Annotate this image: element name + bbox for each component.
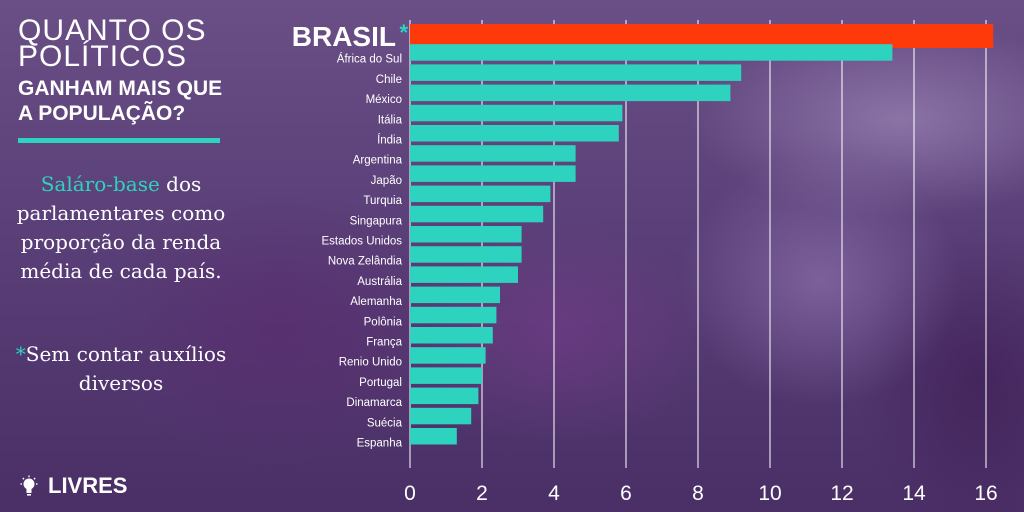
- bar-14: [410, 306, 497, 324]
- description-text: dos parlamentares como proporção da rend…: [16, 172, 226, 283]
- bar-10: [410, 226, 522, 243]
- x-tick-6: 6: [620, 482, 632, 505]
- bar-16: [410, 347, 486, 364]
- category-label-3: México: [366, 94, 402, 106]
- category-label-14: Polônia: [364, 316, 403, 328]
- logo-text: LIVRES: [48, 473, 128, 498]
- description-highlight: Saláro-base: [40, 172, 160, 196]
- x-tick-12: 12: [830, 482, 853, 505]
- category-label-10: Estados Unidos: [321, 236, 402, 248]
- bar-5: [410, 125, 619, 142]
- x-tick-16: 16: [974, 482, 997, 505]
- bar-19: [410, 407, 472, 425]
- category-label-8: Turquia: [363, 195, 402, 207]
- category-label-12: Austrália: [357, 276, 402, 288]
- x-tick-0: 0: [404, 482, 416, 505]
- category-label-15: França: [366, 337, 402, 349]
- x-tick-10: 10: [758, 482, 781, 505]
- left-panel: QUANTO OS POLÍTICOS GANHAM MAIS QUE A PO…: [0, 0, 240, 512]
- category-label-19: Suécia: [367, 417, 403, 429]
- headline-line-4: A POPULAÇÃO?: [18, 102, 186, 125]
- category-label-1: África do Sul: [337, 53, 402, 66]
- x-tick-14: 14: [902, 482, 926, 505]
- category-label-17: Portugal: [359, 377, 402, 389]
- bar-7: [410, 165, 576, 182]
- highlight-asterisk: *: [399, 20, 408, 45]
- headline-line-2: POLÍTICOS: [18, 40, 188, 73]
- category-label-brasil: BRASIL: [292, 21, 396, 52]
- chart-description: Saláro-base dos parlamentares como propo…: [14, 170, 228, 286]
- bar-13: [410, 286, 500, 304]
- category-label-9: Singapura: [350, 215, 403, 227]
- category-label-20: Espanha: [357, 438, 403, 450]
- bar-2: [410, 64, 742, 81]
- bar-18: [410, 387, 479, 405]
- footnote-text: Sem contar auxílios diversos: [25, 342, 227, 395]
- headline-line-1: QUANTO OS: [18, 14, 207, 47]
- bar-20: [410, 428, 457, 445]
- category-label-16: Renio Unido: [339, 357, 402, 369]
- category-label-11: Nova Zelândia: [328, 256, 403, 268]
- category-label-4: Itália: [378, 114, 403, 126]
- lightbulb-icon: [20, 475, 38, 496]
- footnote: *Sem contar auxílios diversos: [14, 340, 228, 398]
- category-label-13: Alemanha: [350, 296, 402, 308]
- bar-9: [410, 205, 544, 223]
- headline-divider: [18, 138, 220, 143]
- category-label-18: Dinamarca: [346, 397, 402, 409]
- category-label-5: Índia: [377, 134, 403, 147]
- bar-0: [410, 24, 994, 48]
- x-tick-4: 4: [548, 482, 560, 505]
- x-tick-2: 2: [476, 482, 488, 505]
- bar-12: [410, 266, 518, 283]
- bar-11: [410, 246, 522, 263]
- bar-3: [410, 84, 731, 102]
- bar-4: [410, 104, 623, 122]
- bar-15: [410, 327, 493, 344]
- footnote-asterisk: *: [15, 342, 26, 366]
- bar-8: [410, 185, 551, 203]
- x-tick-8: 8: [692, 482, 704, 505]
- bar-17: [410, 367, 482, 384]
- bar-1: [410, 44, 893, 61]
- category-label-7: Japão: [371, 175, 402, 187]
- bar-6: [410, 145, 576, 162]
- headline-line-3: GANHAM MAIS QUE: [18, 77, 223, 100]
- category-label-2: Chile: [376, 74, 402, 86]
- category-label-6: Argentina: [353, 155, 403, 167]
